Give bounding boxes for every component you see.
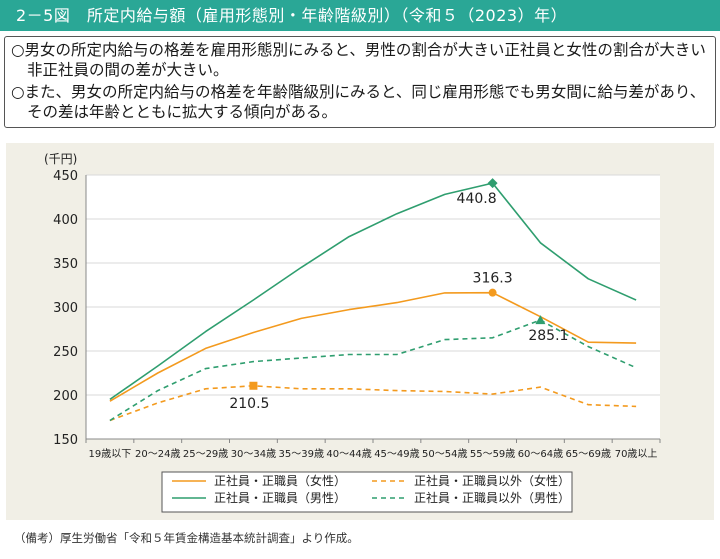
series-line-4 (109, 319, 637, 422)
summary-box: ○男女の所定内給与の格差を雇用形態別にみると、男性の割合が大きい正社員と女性の割… (4, 36, 716, 128)
peak-marker (249, 381, 258, 390)
y-unit-label: (千円) (44, 152, 77, 166)
x-tick-label: 60～64歳 (518, 448, 563, 460)
legend-label: 正社員・正職員（男性） (214, 490, 346, 505)
legend-label: 正社員・正職員以外（男性） (414, 490, 570, 505)
annotations: 440.8 316.3 285.1 210.5 (229, 178, 568, 412)
peak-marker (487, 178, 498, 189)
x-tick-label: 45～49歳 (374, 448, 419, 460)
peak-marker (535, 315, 546, 325)
y-tick-label: 250 (53, 345, 78, 360)
x-tick-label: 19歳以下 (89, 448, 132, 460)
source-note: （備考）厚生労働省「令和５年賃金構造基本統計調査」より作成。 (14, 531, 359, 545)
y-tick-label: 150 (53, 433, 78, 448)
legend: 正社員・正職員（女性） 正社員・正職員（男性） 正社員・正職員以外（女性） 正社員・正… (161, 471, 573, 513)
series-line-3 (109, 385, 637, 422)
figure-title: 2－5図 所定内給与額（雇用形態別・年齢階級別）（令和５（2023）年） (0, 0, 720, 31)
y-tick-label: 300 (53, 301, 78, 316)
summary-point-1: ○男女の所定内給与の格差を雇用形態別にみると、男性の割合が大きい正社員と女性の割… (11, 41, 706, 79)
data-label: 440.8 (457, 191, 497, 207)
x-tick-label: 40～44歳 (326, 448, 371, 460)
data-label: 285.1 (528, 328, 568, 344)
series-line-1 (109, 291, 637, 402)
axes: 150 200 250 300 350 400 450 (千円) 19歳以下 20～24歳 25～2… (44, 152, 661, 460)
y-tick-label: 400 (53, 213, 78, 228)
legend-label: 正社員・正職員（女性） (214, 473, 346, 488)
x-tick-label: 65～69歳 (566, 448, 611, 460)
x-tick-label: 35～39歳 (279, 448, 324, 460)
chart-panel: 150 200 250 300 350 400 450 (千円) 19歳以下 20～24歳 25～2… (6, 143, 714, 520)
x-tick-label: 55～59歳 (470, 448, 515, 460)
x-tick-label: 25～29歳 (183, 448, 228, 460)
y-tick-label: 450 (53, 169, 78, 184)
legend-label: 正社員・正職員以外（女性） (414, 473, 570, 488)
series-lines (109, 182, 637, 422)
x-tick-label: 70歳以上 (615, 448, 658, 460)
x-tick-label: 30～34歳 (231, 448, 276, 460)
y-tick-label: 350 (53, 257, 78, 272)
x-tick-label: 20～24歳 (135, 448, 180, 460)
data-label: 210.5 (229, 396, 269, 412)
legend-box (161, 471, 573, 513)
peak-marker (488, 288, 497, 297)
data-label: 316.3 (473, 271, 513, 287)
grid-lines (86, 174, 660, 440)
line-chart: 150 200 250 300 350 400 450 (千円) 19歳以下 20～24歳 25～2… (44, 152, 661, 513)
y-tick-label: 200 (53, 389, 78, 404)
summary-point-2: ○また、男女の所定内給与の格差を年齢階級別にみると、同じ雇用形態でも男女間に給与… (11, 83, 706, 121)
series-line-2 (109, 182, 637, 401)
x-tick-label: 50～54歳 (422, 448, 467, 460)
